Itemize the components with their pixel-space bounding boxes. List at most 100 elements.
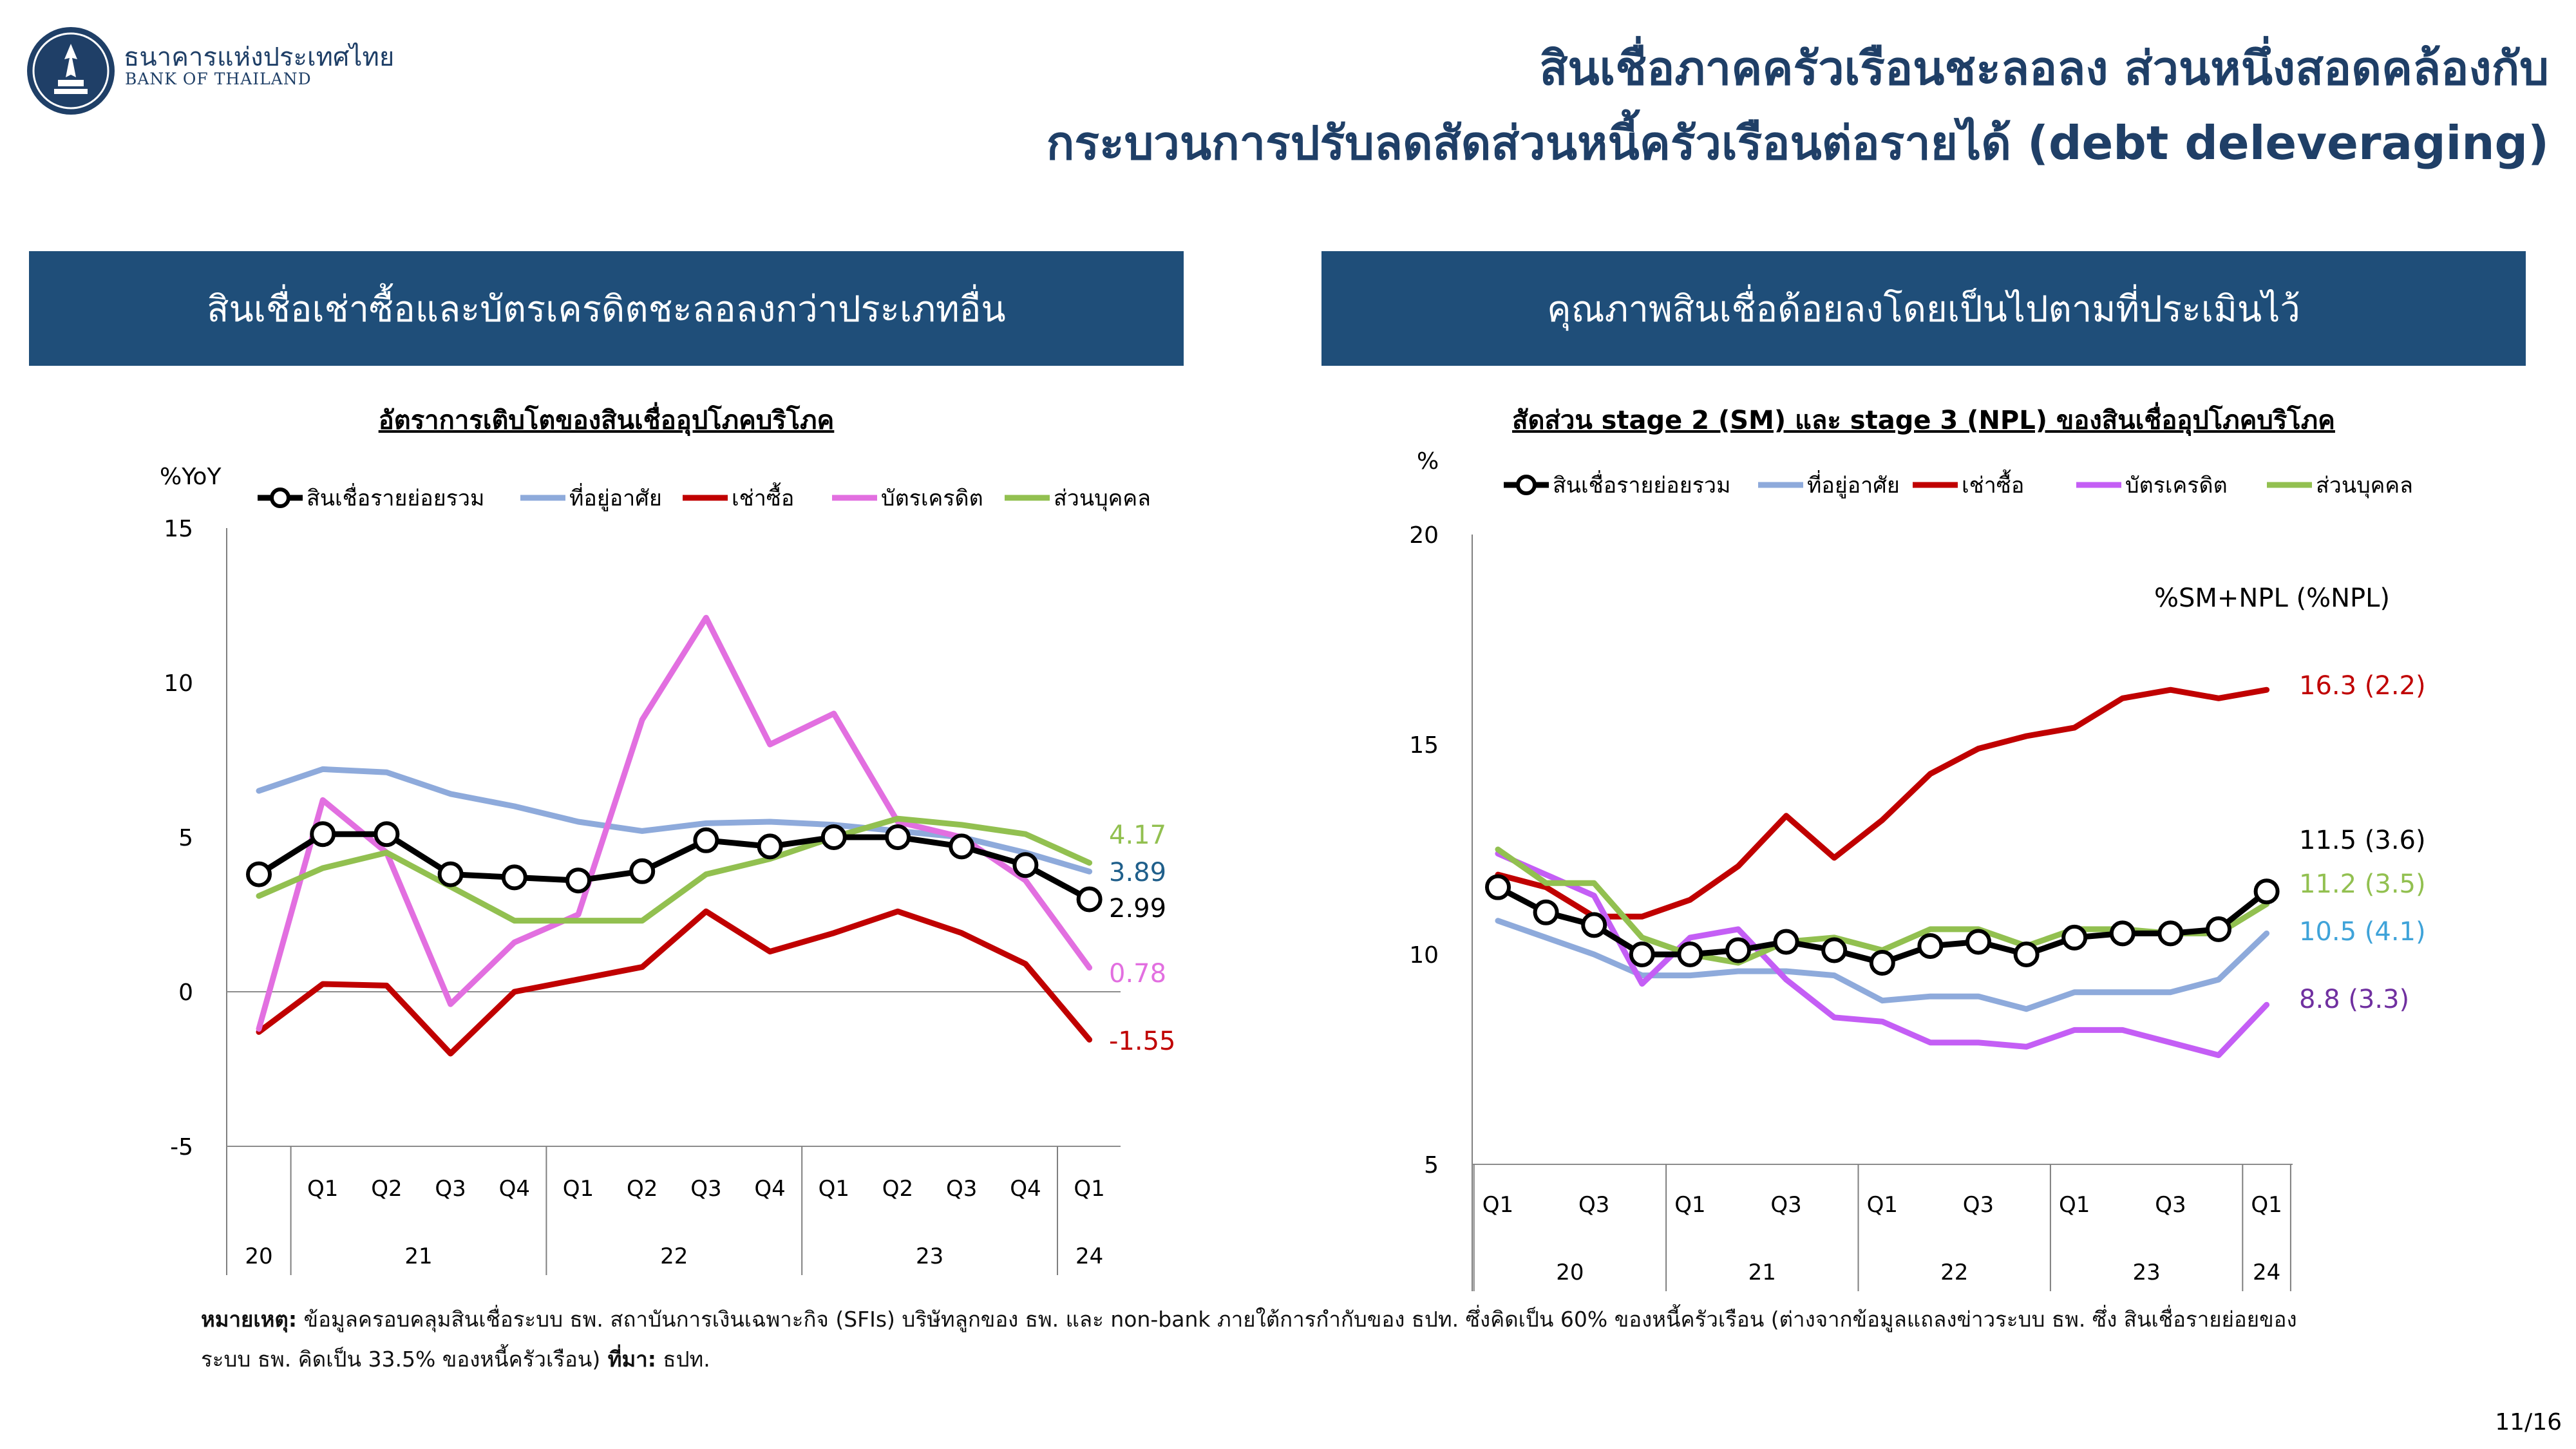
source-text: ธปท. xyxy=(656,1347,710,1372)
left-panel-heading: สินเชื่อเช่าซื้อและบัตรเครดิตชะลอลงกว่าป… xyxy=(29,251,1184,366)
left-end-label-hire_purchase: -1.55 xyxy=(1109,1027,1176,1056)
right-x-tick-label: Q1 xyxy=(2251,1192,2282,1218)
right-legend-label-credit_card_right: บัตรเครดิต xyxy=(2125,473,2228,498)
right-y-unit-label: % xyxy=(1417,448,1439,475)
left-legend-label-credit_card_left: บัตรเครดิต xyxy=(881,486,983,511)
right-y-tick-label: 20 xyxy=(1409,522,1439,549)
right-legend-label-total: สินเชื่อรายย่อยรวม xyxy=(1553,470,1730,498)
right-legend-label-housing: ที่อยู่อาศัย xyxy=(1807,470,1900,498)
right-end-label-total: 11.5 (3.6) xyxy=(2299,826,2426,855)
right-total-point xyxy=(2013,942,2040,967)
right-y-tick-label: 10 xyxy=(1409,942,1439,969)
right-x-tick-label: Q3 xyxy=(1770,1192,1801,1218)
right-x-tick-label: Q1 xyxy=(2059,1192,2090,1218)
right-x-tick-label: Q1 xyxy=(1867,1192,1898,1218)
bank-name-english: BANK OF THAILAND xyxy=(125,70,312,88)
left-series-line-personal xyxy=(256,815,1093,924)
page-title-line-2: กระบวนการปรับลดสัดส่วนหนี้ครัวเรือนต่อรา… xyxy=(1046,116,2549,170)
left-y-tick-label: -5 xyxy=(170,1134,193,1160)
right-legend-label-personal: ส่วนบุคคล xyxy=(2316,473,2413,498)
footnote-text: ข้อมูลครอบคลุมสินเชื่อระบบ ธพ. สถาบันการ… xyxy=(201,1307,2297,1372)
footnote: หมายเหตุ: ข้อมูลครอบคลุมสินเชื่อระบบ ธพ.… xyxy=(201,1300,2326,1379)
growth-chart: -5 0 5 10 15 %YoY Q1 Q2 Q3 Q4 Q1 Q2 Q3 Q4 Q1 Q2 Q3 Q4 Q1 20… xyxy=(160,464,1176,1275)
left-x-tick-label: Q4 xyxy=(754,1176,785,1202)
page-number: 11/16 xyxy=(2495,1409,2562,1435)
right-total-point xyxy=(1773,929,1799,955)
source-label: ที่มา: xyxy=(600,1347,656,1372)
right-total-point xyxy=(1677,942,1703,967)
left-x-tick-label: Q3 xyxy=(946,1176,977,1202)
right-x-tick-label: Q1 xyxy=(1482,1192,1513,1218)
left-total-point xyxy=(374,821,400,848)
left-x-tick-label: Q1 xyxy=(819,1176,849,1202)
right-total-point xyxy=(1869,950,1895,976)
left-y-unit-label: %YoY xyxy=(160,464,222,490)
bank-name-thai: ธนาคารแห่งประเทศไทย xyxy=(124,43,395,72)
right-legend-label-hire_purchase: เช่าซื้อ xyxy=(1962,469,2024,498)
left-x-tick-label: Q2 xyxy=(882,1176,913,1202)
right-y-tick-label: 5 xyxy=(1424,1152,1439,1179)
stage-ratio-chart: 5 10 15 20% Q1 Q3 Q1 Q3 Q1 Q3 Q1 Q3 Q1 20 21 22 23 24 สินเ… xyxy=(1409,448,2426,1291)
left-total-point xyxy=(310,821,336,848)
right-year-label: 24 xyxy=(2253,1260,2280,1285)
left-end-label-personal: 4.17 xyxy=(1109,820,1166,850)
page-title-line-1: สินเชื่อภาคครัวเรือนชะลอลง ส่วนหนึ่งสอดค… xyxy=(1539,41,2549,95)
right-total-point xyxy=(1965,929,1991,955)
footnote-label: หมายเหตุ: xyxy=(201,1307,298,1332)
right-total-point xyxy=(1533,899,1559,925)
left-year-label: 24 xyxy=(1075,1244,1103,1269)
right-year-label: 20 xyxy=(1556,1260,1584,1285)
right-end-label-personal: 11.2 (3.5) xyxy=(2299,869,2426,899)
right-x-tick-label: Q3 xyxy=(1963,1192,1994,1218)
left-series-line-credit_card_left xyxy=(256,614,1093,1032)
left-year-label: 20 xyxy=(245,1244,272,1269)
left-total-point xyxy=(949,833,975,860)
right-total-point xyxy=(2061,924,2088,951)
right-total-point xyxy=(1725,937,1751,963)
right-series-line-housing xyxy=(1495,918,2270,1012)
left-total-point xyxy=(1012,852,1039,878)
left-total-point xyxy=(629,858,656,884)
left-legend-label-hire_purchase: เช่าซื้อ xyxy=(732,482,794,511)
left-y-tick-label: 0 xyxy=(178,980,193,1006)
right-y-tick-label: 15 xyxy=(1409,732,1439,759)
left-end-label-credit_card_left: 0.78 xyxy=(1109,959,1166,989)
right-total-point xyxy=(2206,916,2231,942)
right-end-label-housing: 10.5 (4.1) xyxy=(2299,917,2426,947)
left-legend-marker-total xyxy=(270,488,290,508)
left-legend-label-personal: ส่วนบุคคล xyxy=(1054,486,1151,511)
right-total-point xyxy=(1917,933,1944,959)
left-x-tick-label: Q1 xyxy=(1074,1176,1104,1202)
bank-logo xyxy=(26,26,116,116)
right-series-line-credit_card_right xyxy=(1495,851,2270,1058)
left-total-point xyxy=(820,824,847,850)
left-x-tick-label: Q2 xyxy=(371,1176,402,1202)
left-x-tick-label: Q4 xyxy=(1010,1176,1041,1202)
right-total-point xyxy=(1629,942,1655,967)
left-x-tick-label: Q2 xyxy=(627,1176,658,1202)
right-legend-marker-total xyxy=(1516,475,1537,495)
left-year-label: 22 xyxy=(660,1244,688,1269)
left-series-line-hire_purchase xyxy=(256,908,1093,1057)
right-total-point xyxy=(1485,874,1511,900)
left-x-tick-label: Q1 xyxy=(307,1176,338,1202)
left-total-point xyxy=(246,861,272,887)
right-year-label: 21 xyxy=(1748,1260,1776,1285)
right-end-label-hire_purchase: 16.3 (2.2) xyxy=(2299,671,2426,701)
left-y-tick-label: 10 xyxy=(164,670,193,697)
left-end-label-housing: 3.89 xyxy=(1109,858,1166,887)
right-x-tick-label: Q1 xyxy=(1674,1192,1705,1218)
left-total-point xyxy=(693,827,719,853)
left-total-point xyxy=(757,833,783,860)
left-y-tick-label: 15 xyxy=(164,516,193,542)
left-legend-label-total: สินเชื่อรายย่อยรวม xyxy=(307,483,484,511)
left-x-tick-label: Q3 xyxy=(435,1176,466,1202)
right-total-point xyxy=(1821,937,1848,963)
left-total-point xyxy=(565,867,591,894)
right-end-label-credit_card_right: 8.8 (3.3) xyxy=(2299,985,2409,1014)
right-x-tick-label: Q3 xyxy=(1578,1192,1609,1218)
bank-seal-icon xyxy=(27,27,115,115)
right-chart-subtitle: สัดส่วน stage 2 (SM) และ stage 3 (NPL) ข… xyxy=(1512,406,2335,435)
left-x-tick-label: Q3 xyxy=(690,1176,721,1202)
right-series-line-hire_purchase xyxy=(1495,687,2270,920)
